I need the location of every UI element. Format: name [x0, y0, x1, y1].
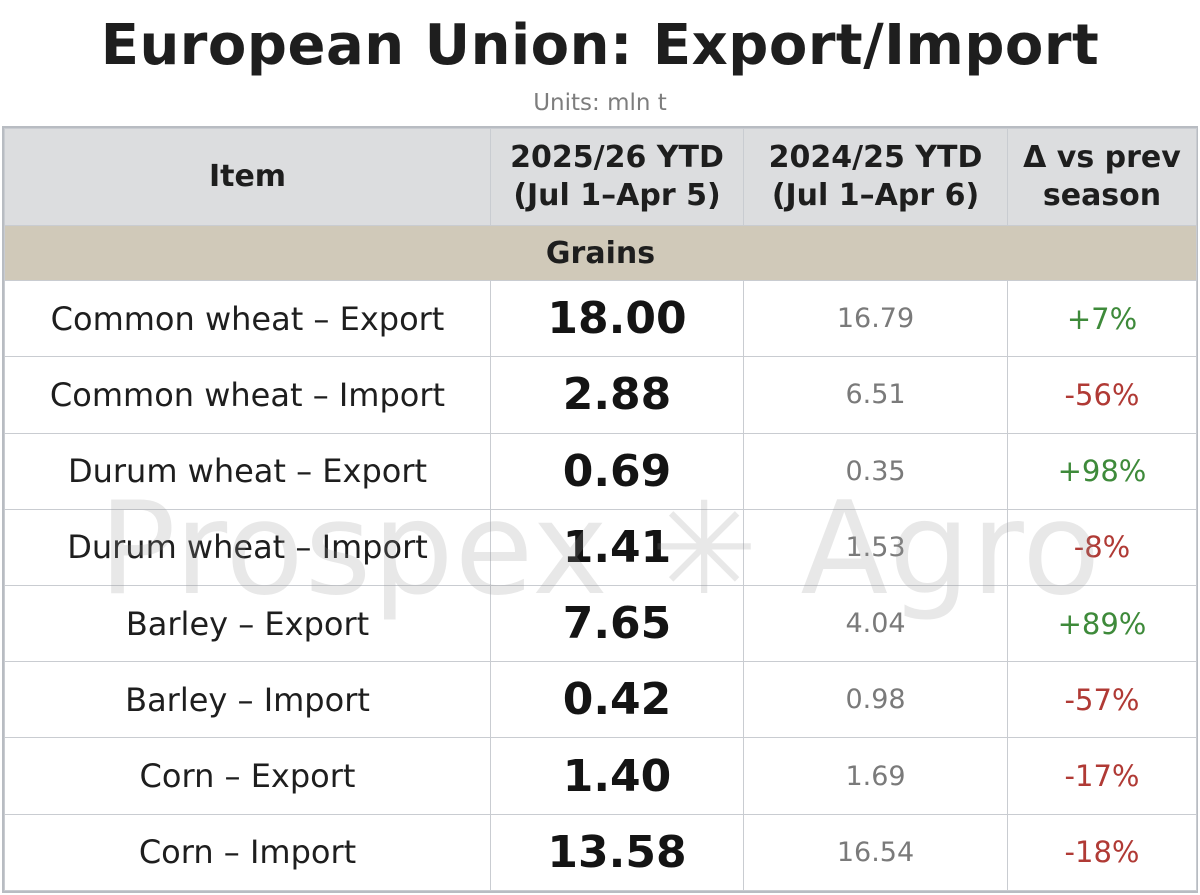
table-row: Barley – Import 0.42 0.98 -57% [4, 661, 1197, 739]
table-row: Common wheat – Import 2.88 6.51 -56% [4, 356, 1197, 434]
row-delta-value: -57% [1007, 661, 1197, 739]
chart-title: European Union: Export/Import [100, 13, 1100, 78]
row-item-label: Barley – Import [4, 661, 491, 739]
units-subtitle: Units: mln t [533, 90, 667, 116]
row-previous-value: 1.69 [743, 737, 1008, 815]
header-current-season-line2: (Jul 1–Apr 5) [513, 178, 721, 213]
header-previous-season-line2: (Jul 1–Apr 6) [771, 178, 980, 213]
row-item-label: Durum wheat – Export [4, 432, 491, 510]
row-delta-value: +98% [1007, 432, 1197, 510]
row-delta-value: -8% [1007, 508, 1197, 587]
row-current-value: 18.00 [490, 280, 744, 358]
table-row: Common wheat – Export 18.00 16.79 +7% [4, 280, 1197, 358]
row-delta-value: -56% [1007, 356, 1197, 434]
data-table: Item 2025/26 YTD (Jul 1–Apr 5) 2024/25 Y… [4, 128, 1197, 892]
header-current-season-line1: 2025/26 YTD [510, 140, 724, 175]
header-delta: Δ vs prev season [1007, 128, 1197, 226]
row-delta-value: -17% [1007, 737, 1197, 815]
header-previous-season-line1: 2024/25 YTD [768, 140, 983, 175]
table-header-row: Item 2025/26 YTD (Jul 1–Apr 5) 2024/25 Y… [4, 128, 1197, 226]
row-delta-value: -18% [1007, 813, 1197, 892]
table-row: Corn – Import 13.58 16.54 -18% [4, 813, 1197, 892]
row-previous-value: 0.98 [743, 661, 1008, 739]
row-current-value: 1.40 [490, 737, 744, 815]
table-row: Barley – Export 7.65 4.04 +89% [4, 585, 1197, 663]
row-current-value: 2.88 [490, 356, 744, 434]
row-item-label: Common wheat – Import [4, 356, 491, 434]
row-previous-value: 4.04 [743, 585, 1008, 663]
row-previous-value: 6.51 [743, 356, 1008, 434]
row-current-value: 1.41 [490, 508, 744, 587]
header-previous-season: 2024/25 YTD (Jul 1–Apr 6) [743, 128, 1008, 226]
row-current-value: 0.42 [490, 661, 744, 739]
header-current-season: 2025/26 YTD (Jul 1–Apr 5) [490, 128, 744, 226]
row-previous-value: 16.79 [743, 280, 1008, 358]
header-item-label: Item [208, 159, 287, 194]
row-item-label: Barley – Export [4, 585, 491, 663]
data-table-container: Item 2025/26 YTD (Jul 1–Apr 5) 2024/25 Y… [2, 126, 1198, 893]
row-delta-value: +89% [1007, 585, 1197, 663]
header-delta-line2: season [1042, 178, 1162, 213]
header-item: Item [4, 128, 491, 226]
row-current-value: 0.69 [490, 432, 744, 510]
row-item-label: Corn – Import [4, 813, 491, 892]
row-current-value: 13.58 [490, 813, 744, 892]
row-current-value: 7.65 [490, 585, 744, 663]
section-row: Grains [4, 224, 1197, 282]
row-item-label: Durum wheat – Import [4, 508, 491, 587]
table-row: Corn – Export 1.40 1.69 -17% [4, 737, 1197, 815]
row-previous-value: 1.53 [743, 508, 1008, 587]
row-delta-value: +7% [1007, 280, 1197, 358]
table-body: Grains Common wheat – Export 18.00 16.79 +7… [4, 224, 1197, 892]
row-item-label: Common wheat – Export [4, 280, 491, 358]
row-item-label: Corn – Export [4, 737, 491, 815]
header-delta-line1: Δ vs prev [1023, 140, 1181, 175]
table-row: Durum wheat – Import 1.41 1.53 -8% [4, 508, 1197, 587]
table-row: Durum wheat – Export 0.69 0.35 +98% [4, 432, 1197, 510]
section-label: Grains [4, 224, 1197, 282]
row-previous-value: 0.35 [743, 432, 1008, 510]
row-previous-value: 16.54 [743, 813, 1008, 892]
